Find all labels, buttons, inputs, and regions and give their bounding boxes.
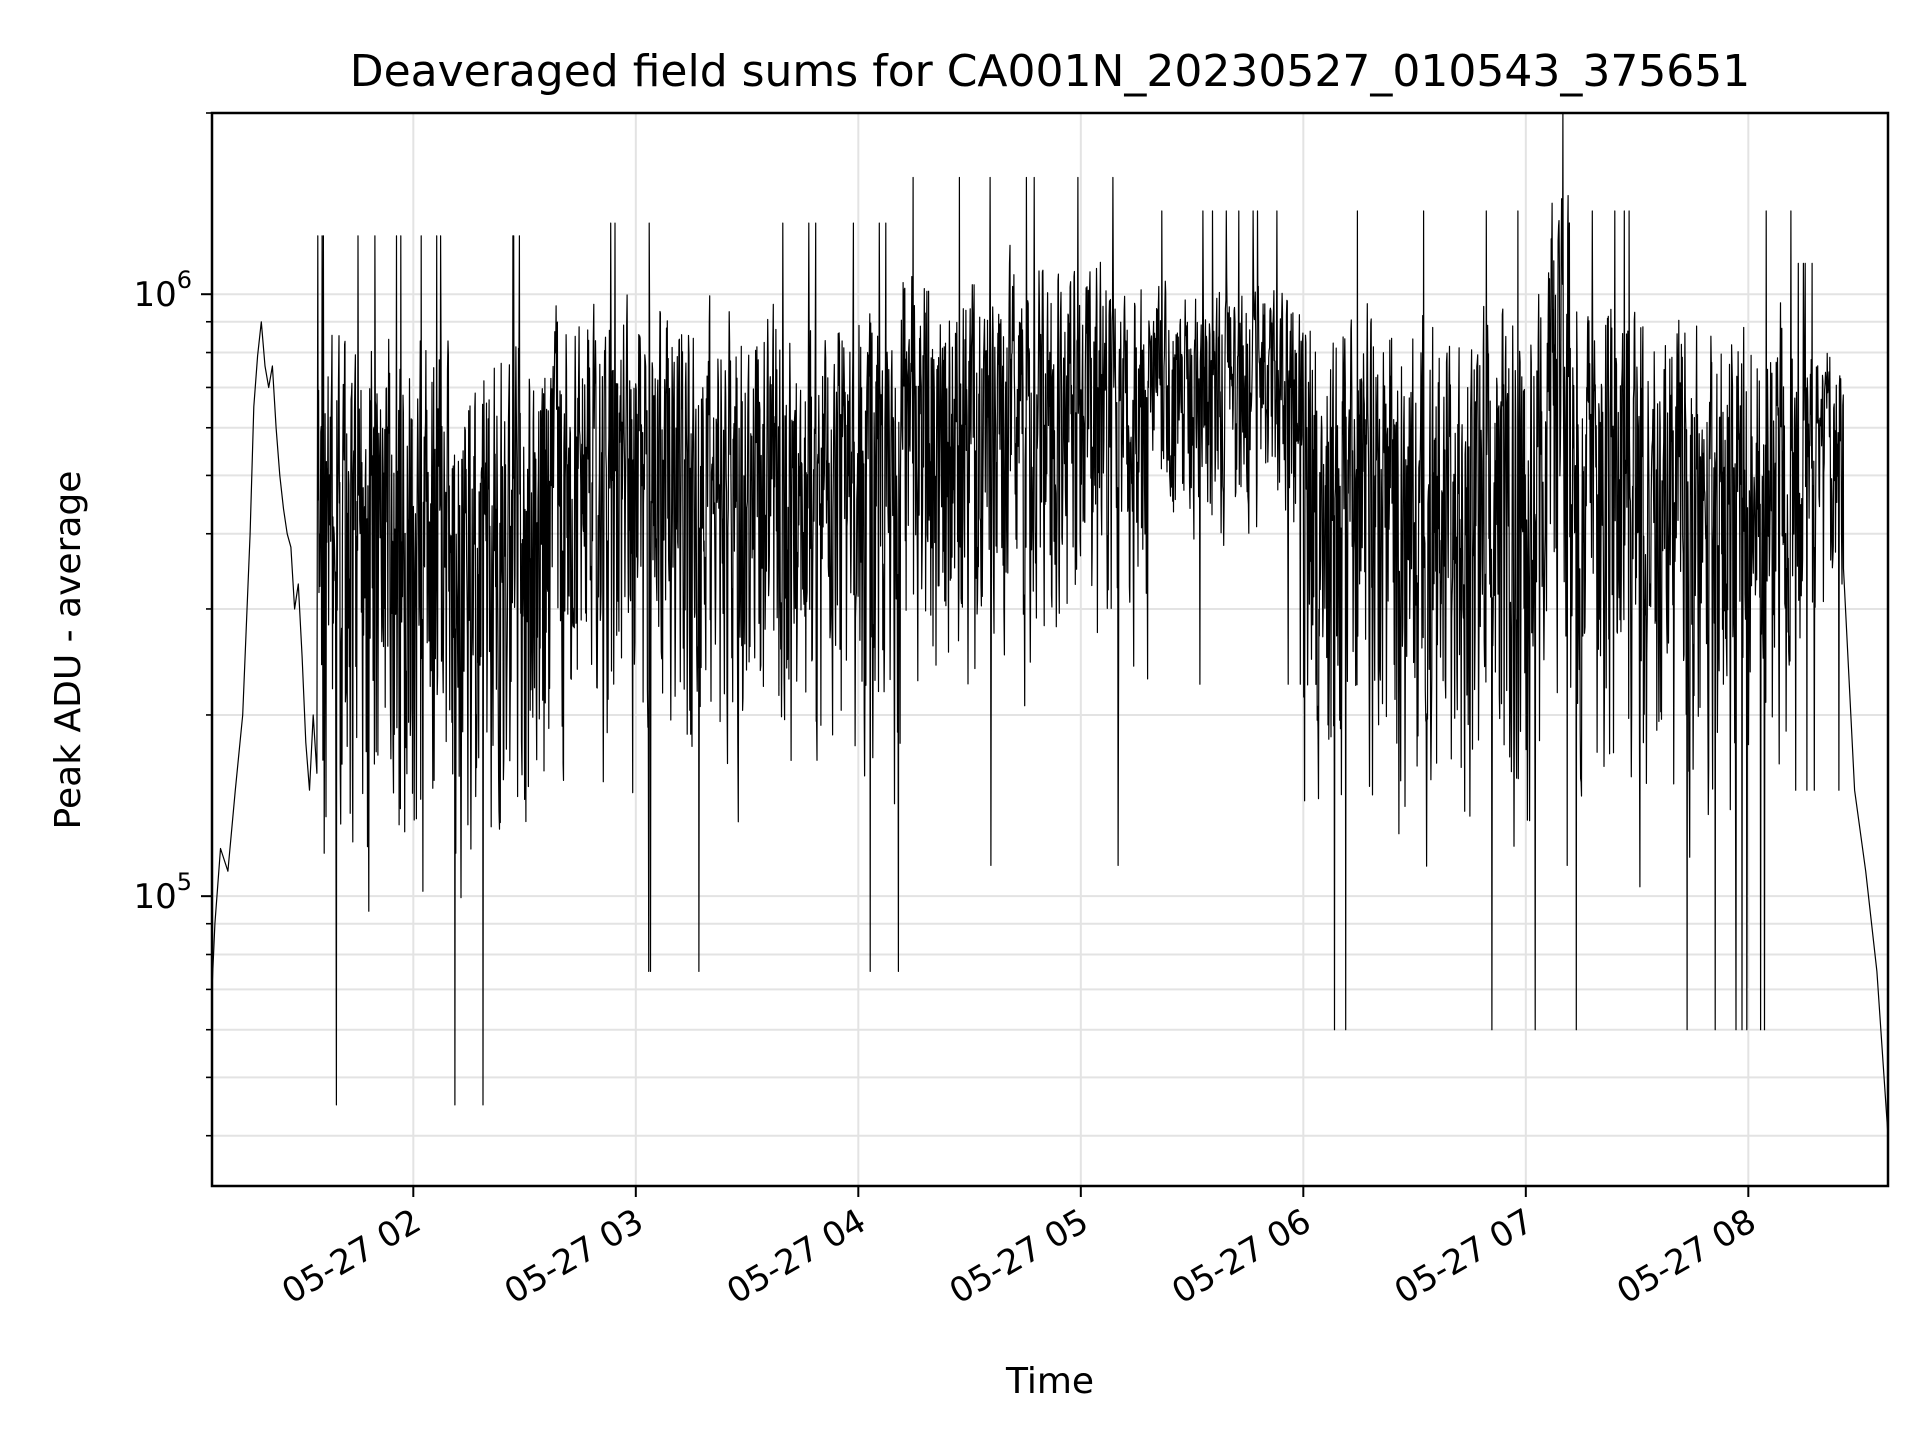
y-tick-label: 105 [133, 868, 192, 917]
y-tick-label: 106 [133, 266, 192, 315]
chart-title: Deaveraged field sums for CA001N_2023052… [350, 46, 1751, 97]
data-line [211, 112, 1889, 1136]
x-axis-label: Time [1005, 1361, 1094, 1402]
y-axis-label: Peak ADU - average [48, 471, 89, 830]
plot-frame [210, 111, 1890, 1188]
